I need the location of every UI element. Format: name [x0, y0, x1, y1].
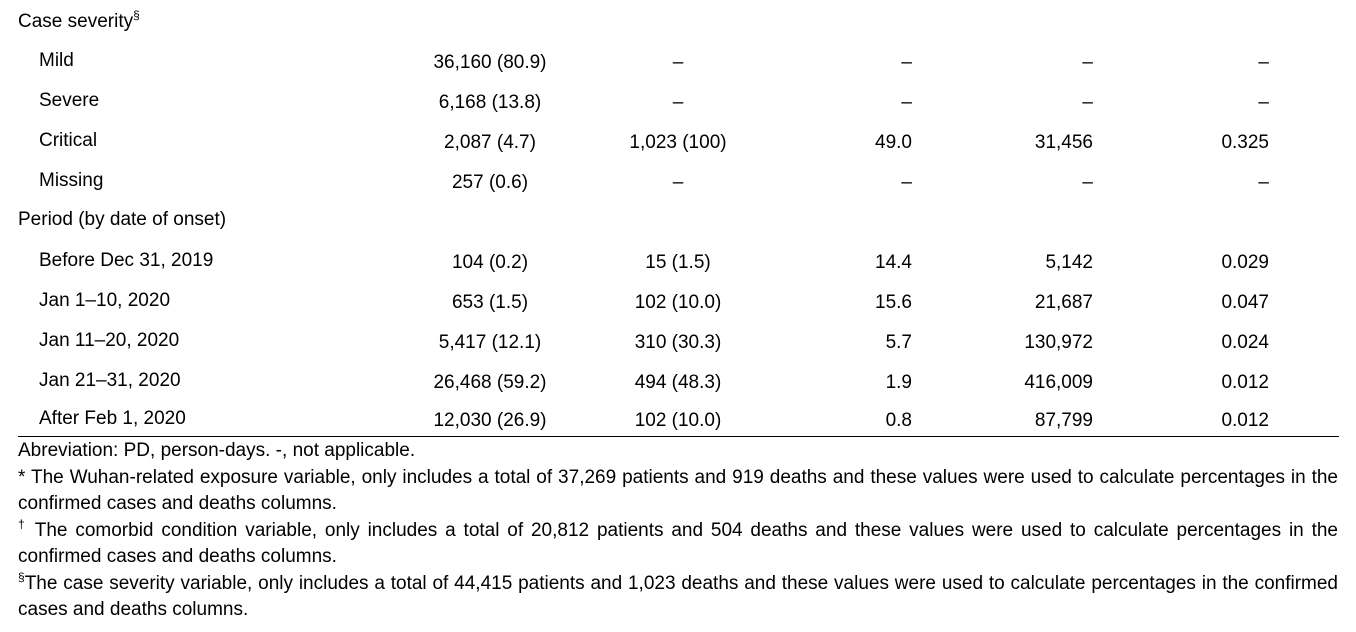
section-header-period: Period (by date of onset): [0, 200, 1356, 240]
cases-cell: 653 (1.5): [451, 292, 529, 313]
section-title: Case severity§: [18, 8, 140, 32]
deaths-cell: 1,023 (100): [629, 132, 727, 153]
cases-cell: 6,168 (13.8): [438, 92, 542, 113]
section-header-case-severity: Case severity§: [0, 2, 1356, 42]
row-label: Critical: [39, 130, 98, 151]
row-label: Mild: [39, 50, 74, 71]
footnote-mark: §: [133, 8, 140, 22]
cfr-cell: 49.0: [875, 132, 912, 153]
cfr-cell: –: [901, 92, 912, 113]
mortality-rate-cell: –: [1258, 52, 1269, 73]
person-days-cell: 87,799: [1034, 410, 1093, 431]
row-label: Jan 21–31, 2020: [39, 370, 181, 391]
deaths-cell: –: [672, 52, 684, 73]
cases-cell: 2,087 (4.7): [444, 132, 536, 153]
table-bottom-rule: [18, 436, 1339, 437]
person-days-cell: 416,009: [1024, 372, 1093, 393]
person-days-cell: –: [1082, 52, 1093, 73]
footnote-mark: †: [18, 517, 28, 531]
cfr-cell: –: [901, 52, 912, 73]
cases-cell: 5,417 (12.1): [438, 332, 542, 353]
mortality-rate-cell: 0.012: [1221, 410, 1269, 431]
row-label: Jan 11–20, 2020: [39, 330, 180, 351]
deaths-cell: –: [672, 172, 684, 193]
footnote-mark: §: [18, 570, 25, 584]
deaths-cell: 15 (1.5): [645, 252, 711, 273]
abbreviation-note: Abreviation: PD, person-days. -, not app…: [18, 440, 416, 461]
person-days-cell: –: [1082, 172, 1093, 193]
mortality-rate-cell: 0.012: [1221, 372, 1269, 393]
cases-cell: 12,030 (26.9): [433, 410, 547, 431]
footnote-text: The case severity variable, only include…: [18, 573, 1338, 620]
row-label: Missing: [39, 170, 104, 191]
table-row: Critical 2,087 (4.7) 1,023 (100) 49.0 31…: [0, 121, 1356, 161]
cases-cell: 26,468 (59.2): [433, 372, 547, 393]
cfr-cell: 1.9: [885, 372, 912, 393]
footnote-mark: *: [18, 467, 26, 488]
cfr-cell: 15.6: [875, 292, 912, 313]
mortality-rate-cell: 0.047: [1221, 292, 1269, 313]
mortality-rate-cell: –: [1258, 92, 1269, 113]
row-label: After Feb 1, 2020: [39, 408, 186, 429]
table-row: Severe 6,168 (13.8) – – – –: [0, 81, 1356, 121]
table-row: Jan 11–20, 2020 5,417 (12.1) 310 (30.3) …: [0, 321, 1356, 361]
cases-cell: 257 (0.6): [451, 172, 529, 193]
deaths-cell: 102 (10.0): [634, 410, 722, 431]
row-label: Severe: [39, 90, 100, 111]
footnote-case-severity: §The case severity variable, only includ…: [18, 571, 1338, 623]
table-row: After Feb 1, 2020 12,030 (26.9) 102 (10.…: [0, 399, 1356, 439]
table-row: Jan 21–31, 2020 26,468 (59.2) 494 (48.3)…: [0, 361, 1356, 401]
table-row: Missing 257 (0.6) – – – –: [0, 161, 1356, 201]
footnote-wuhan-exposure: * The Wuhan-related exposure variable, o…: [18, 465, 1338, 517]
table-row: Mild 36,160 (80.9) – – – –: [0, 41, 1356, 81]
mortality-rate-cell: 0.024: [1221, 332, 1269, 353]
person-days-cell: 130,972: [1024, 332, 1093, 353]
table-row: Before Dec 31, 2019 104 (0.2) 15 (1.5) 1…: [0, 241, 1356, 281]
person-days-cell: –: [1082, 92, 1093, 113]
table-row: Jan 1–10, 2020 653 (1.5) 102 (10.0) 15.6…: [0, 281, 1356, 321]
footnote-text: The comorbid condition variable, only in…: [18, 520, 1338, 567]
row-label: Jan 1–10, 2020: [39, 290, 171, 311]
cfr-cell: 14.4: [875, 252, 912, 273]
person-days-cell: 31,456: [1034, 132, 1093, 153]
deaths-cell: 310 (30.3): [634, 332, 722, 353]
mortality-rate-cell: 0.325: [1221, 132, 1269, 153]
deaths-cell: 494 (48.3): [634, 372, 722, 393]
deaths-cell: –: [672, 92, 684, 113]
section-title: Period (by date of onset): [18, 209, 227, 230]
footnote-text: The Wuhan-related exposure variable, onl…: [18, 467, 1338, 514]
cfr-cell: –: [901, 172, 912, 193]
cfr-cell: 5.7: [885, 332, 912, 353]
footnote-comorbid-condition: † The comorbid condition variable, only …: [18, 518, 1338, 570]
person-days-cell: 21,687: [1034, 292, 1093, 313]
deaths-cell: 102 (10.0): [634, 292, 722, 313]
mortality-rate-cell: 0.029: [1221, 252, 1269, 273]
person-days-cell: 5,142: [1045, 252, 1093, 273]
cfr-cell: 0.8: [885, 410, 912, 431]
mortality-rate-cell: –: [1258, 172, 1269, 193]
row-label: Before Dec 31, 2019: [39, 250, 214, 271]
cases-cell: 104 (0.2): [451, 252, 529, 273]
cases-cell: 36,160 (80.9): [433, 52, 547, 73]
